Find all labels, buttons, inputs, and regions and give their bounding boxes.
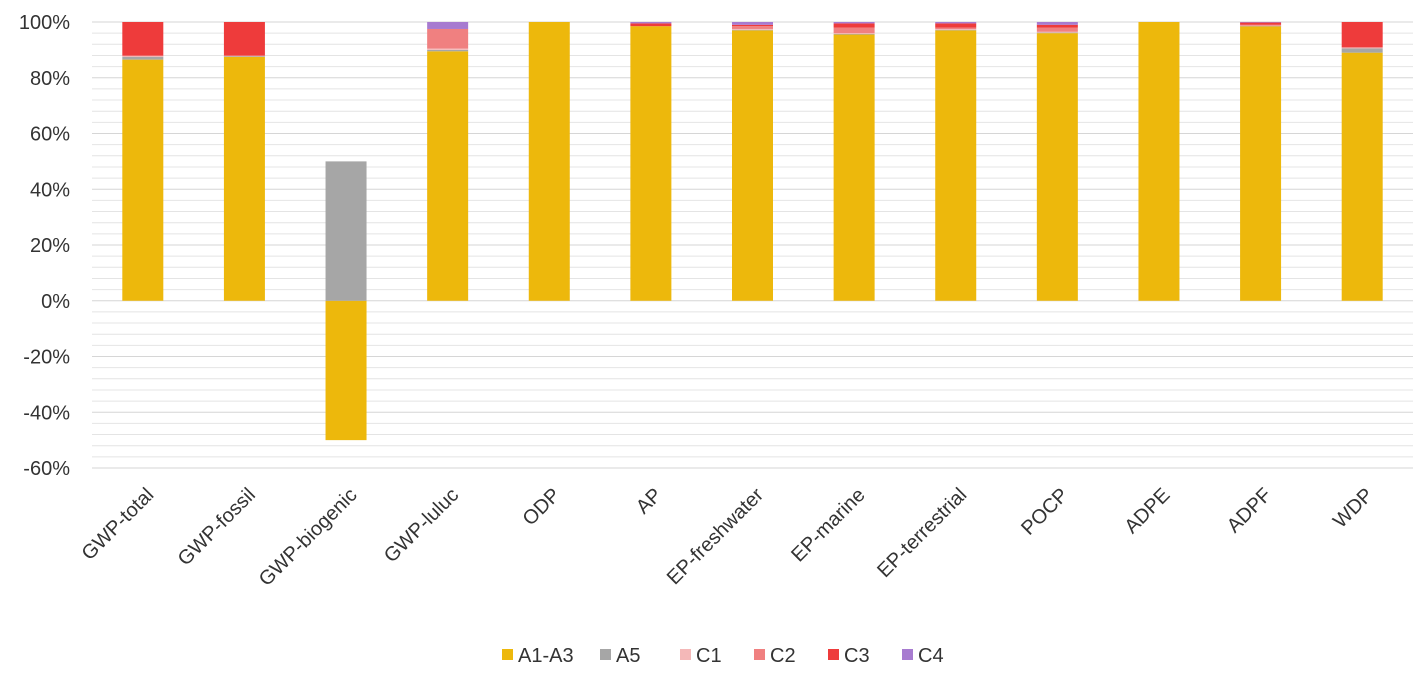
y-tick-label: 40% bbox=[30, 179, 70, 201]
x-category-label: WDP bbox=[1329, 484, 1378, 533]
bar-segment-a5-gwp-luluc bbox=[427, 49, 469, 52]
bar-segment-a5-gwp-total bbox=[122, 56, 164, 60]
bar-segment-a1-a3-gwp-biogenic bbox=[325, 300, 367, 441]
bar-segment-c2-gwp-total bbox=[122, 55, 164, 57]
legend-label-c1: C1 bbox=[696, 645, 722, 667]
bar-segment-c1-ep-marine bbox=[833, 33, 875, 34]
x-category-label: GWP-total bbox=[78, 484, 159, 565]
bar-segment-c3-adpf bbox=[1240, 22, 1282, 25]
legend-swatch-c1 bbox=[680, 649, 691, 660]
y-tick-label: 80% bbox=[30, 68, 70, 90]
legend-label-a5: A5 bbox=[616, 645, 640, 667]
bar-segment-c2-pocp bbox=[1036, 27, 1078, 32]
legend: A1-A3 A5 C1 C2 C3 C4 bbox=[502, 645, 944, 667]
bar-segment-c3-gwp-total bbox=[122, 22, 164, 56]
bar-segment-a1-a3-adpf bbox=[1240, 26, 1282, 301]
bar-segment-c4-ep-terrestrial bbox=[935, 22, 977, 24]
bar-segment-c4-ap bbox=[630, 22, 672, 24]
bar-segment-a1-a3-odp bbox=[528, 22, 570, 301]
bar-segment-a1-a3-gwp-fossil bbox=[223, 56, 265, 301]
bar-segment-a1-a3-ep-marine bbox=[833, 34, 875, 301]
bar-segment-c2-gwp-fossil bbox=[223, 55, 265, 56]
y-tick-label: 0% bbox=[41, 291, 70, 313]
x-category-label: POCP bbox=[1017, 484, 1073, 540]
bar-segment-a1-a3-adpe bbox=[1138, 22, 1180, 301]
x-category-label: GWP-fossil bbox=[174, 484, 260, 570]
bar-segment-a5-gwp-fossil bbox=[223, 56, 265, 57]
bar-segment-a5-ep-freshwater bbox=[732, 29, 773, 31]
legend-label-a1-a3: A1-A3 bbox=[518, 645, 574, 667]
y-tick-label: -40% bbox=[23, 402, 70, 424]
bar-segment-c1-gwp-luluc bbox=[427, 48, 469, 50]
bar-segment-c4-ep-marine bbox=[833, 22, 875, 24]
x-category-label: GWP-biogenic bbox=[255, 484, 362, 591]
bar-segment-c4-gwp-luluc bbox=[427, 22, 469, 29]
bar-segment-c2-ep-marine bbox=[833, 27, 875, 34]
legend-swatch-c3 bbox=[828, 649, 839, 660]
legend-swatch-a5 bbox=[600, 649, 611, 660]
bar-segment-c2-wdp bbox=[1341, 47, 1383, 48]
bar-segment-a1-a3-ap bbox=[630, 26, 672, 301]
bar-segment-c1-ep-freshwater bbox=[732, 28, 773, 30]
bar-segment-a5-pocp bbox=[1036, 32, 1078, 34]
x-category-label: EP-freshwater bbox=[663, 484, 768, 589]
bar-segment-a5-adpf bbox=[1240, 25, 1282, 27]
x-category-label: EP-terrestrial bbox=[873, 484, 971, 582]
bar-segment-c4-pocp bbox=[1036, 22, 1078, 25]
bar-segment-c2-ep-freshwater bbox=[732, 26, 773, 29]
bar-segment-a1-a3-ep-terrestrial bbox=[935, 30, 977, 301]
x-category-label: ADPF bbox=[1223, 484, 1276, 537]
bar-segment-a1-a3-wdp bbox=[1341, 52, 1383, 301]
bar-segment-a5-gwp-biogenic bbox=[325, 161, 367, 301]
bar-segment-c2-adpf bbox=[1240, 24, 1282, 26]
x-category-label: AP bbox=[632, 484, 666, 518]
bars bbox=[122, 22, 1383, 441]
bar-segment-a1-a3-gwp-total bbox=[122, 59, 164, 301]
legend-swatch-c2 bbox=[754, 649, 765, 660]
bar-segment-c3-ep-marine bbox=[833, 23, 875, 28]
legend-label-c2: C2 bbox=[770, 645, 796, 667]
bar-segment-c4-ep-freshwater bbox=[732, 22, 773, 25]
legend-swatch-c4 bbox=[902, 649, 913, 660]
bar-segment-c2-ep-terrestrial bbox=[935, 27, 977, 30]
bar-segment-c1-gwp-fossil bbox=[223, 55, 265, 57]
bar-segment-c2-gwp-luluc bbox=[427, 28, 469, 49]
bar-segment-c1-ep-terrestrial bbox=[935, 29, 977, 30]
y-axis-ticks: 100% 80% 60% 40% 20% 0% -20% -40% -60% bbox=[19, 12, 70, 480]
bar-segment-a1-a3-pocp bbox=[1036, 33, 1078, 301]
bar-segment-c4-adpf bbox=[1240, 22, 1282, 23]
bar-segment-c3-pocp bbox=[1036, 24, 1078, 28]
bar-segment-a5-wdp bbox=[1341, 48, 1383, 53]
x-category-label: ODP bbox=[519, 484, 565, 530]
bar-segment-c1-gwp-total bbox=[122, 56, 164, 57]
y-tick-label: 100% bbox=[19, 12, 70, 34]
x-category-label: EP-marine bbox=[787, 484, 869, 566]
bar-segment-a5-ep-terrestrial bbox=[935, 29, 977, 31]
x-category-label: ADPE bbox=[1120, 484, 1174, 538]
y-tick-label: 20% bbox=[30, 235, 70, 257]
bar-segment-c1-wdp bbox=[1341, 47, 1383, 49]
legend-label-c3: C3 bbox=[844, 645, 870, 667]
bar-segment-c3-ap bbox=[630, 23, 672, 27]
bar-segment-c3-wdp bbox=[1341, 22, 1383, 48]
legend-label-c4: C4 bbox=[918, 645, 944, 667]
bar-segment-c1-pocp bbox=[1036, 31, 1078, 33]
x-category-label: GWP-luluc bbox=[380, 484, 463, 567]
y-tick-label: -20% bbox=[23, 347, 70, 369]
bar-segment-c3-gwp-fossil bbox=[223, 22, 265, 56]
bar-segment-a1-a3-ep-freshwater bbox=[732, 30, 773, 301]
bar-segment-c1-adpf bbox=[1240, 25, 1282, 27]
bar-segment-c3-ep-freshwater bbox=[732, 24, 773, 27]
bar-segment-a1-a3-gwp-luluc bbox=[427, 51, 469, 301]
bar-segment-c3-ep-terrestrial bbox=[935, 23, 977, 28]
y-tick-label: 60% bbox=[30, 124, 70, 146]
bar-segment-a5-ep-marine bbox=[833, 33, 875, 35]
legend-swatch-a1-a3 bbox=[502, 649, 513, 660]
y-tick-label: -60% bbox=[23, 458, 70, 480]
